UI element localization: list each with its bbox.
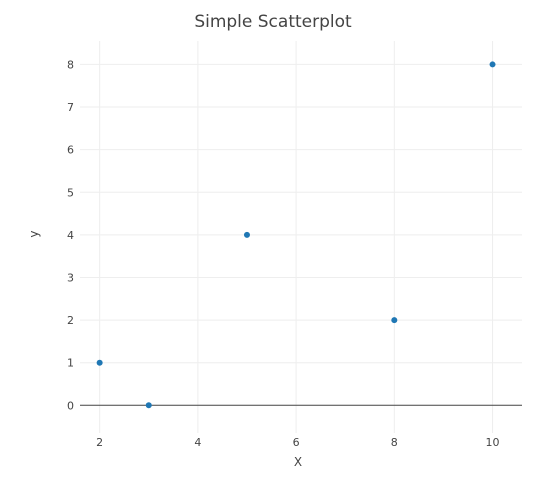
y-tick-label: 2 [67, 314, 74, 327]
y-tick-label: 6 [67, 144, 74, 157]
grid [80, 41, 522, 433]
x-tick-label: 10 [486, 436, 500, 449]
data-point [243, 231, 250, 238]
chart-title: Simple Scatterplot [194, 12, 352, 32]
data-points [96, 61, 496, 409]
x-axis-title: X [294, 455, 302, 469]
y-axis-title: y [27, 230, 41, 237]
y-tick-label: 0 [67, 399, 74, 412]
data-point [391, 317, 398, 324]
x-tick-label: 6 [293, 436, 300, 449]
y-tick-label: 1 [67, 357, 74, 370]
y-tick-label: 5 [67, 186, 74, 199]
y-tick-label: 3 [67, 271, 74, 284]
y-tick-label: 7 [67, 101, 74, 114]
data-point [489, 61, 496, 68]
data-point [145, 402, 152, 409]
x-tick-label: 2 [96, 436, 103, 449]
y-tick-label: 8 [67, 58, 74, 71]
y-tick-label: 4 [67, 229, 74, 242]
data-point [96, 359, 103, 366]
x-tick-label: 4 [194, 436, 201, 449]
x-tick-label: 8 [391, 436, 398, 449]
axes: 2 4 6 8 10 0 1 2 3 4 5 6 7 8 [67, 58, 500, 449]
